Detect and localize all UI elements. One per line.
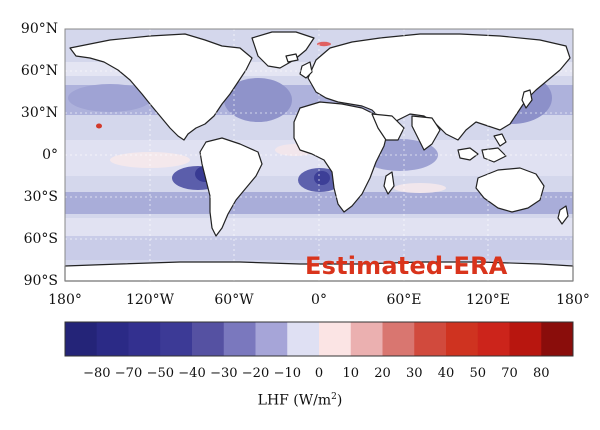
colorbar-title-exponent: 2 bbox=[331, 392, 337, 402]
greenland-land bbox=[251, 31, 315, 69]
colorbar-swatch bbox=[96, 322, 129, 356]
colorbar-swatch bbox=[477, 322, 510, 356]
colorbar-tick-label: 50 bbox=[469, 366, 487, 381]
arctic-hotspot bbox=[317, 41, 331, 47]
colorbar-tick-label: −70 bbox=[114, 366, 143, 381]
indian-light-patch bbox=[394, 183, 446, 193]
colorbar-swatch bbox=[160, 322, 193, 356]
colorbar-title-close: ) bbox=[336, 392, 343, 409]
lon-label-180w: 180° bbox=[48, 292, 82, 308]
iceland-land bbox=[285, 53, 299, 63]
colorbar-swatch bbox=[446, 322, 479, 356]
colorbar-tick-label: −40 bbox=[178, 366, 206, 381]
new-zealand-land bbox=[557, 205, 569, 225]
india-land bbox=[411, 115, 441, 151]
colorbar-swatch bbox=[414, 322, 447, 356]
colorbar-swatch bbox=[509, 322, 542, 356]
colorbar-tick-label: 0 bbox=[314, 366, 324, 381]
arabia-land bbox=[371, 113, 405, 141]
colorbar-swatch bbox=[382, 322, 415, 356]
lat-label-60n: 60°N bbox=[20, 63, 58, 79]
ocean-band-south-light bbox=[65, 218, 573, 236]
lat-label-30n: 30°N bbox=[20, 105, 58, 121]
colorbar bbox=[65, 322, 574, 356]
colorbar-tick-label: −10 bbox=[273, 366, 302, 381]
continents bbox=[64, 31, 574, 282]
dataset-label: Estimated-ERA bbox=[305, 252, 508, 280]
south-atlantic-deep-patch bbox=[314, 171, 330, 185]
lat-label-60s: 60°S bbox=[23, 231, 58, 247]
colorbar-tick-label: 30 bbox=[406, 366, 423, 381]
lon-label-0: 0° bbox=[311, 292, 327, 308]
north-america-land bbox=[69, 33, 253, 141]
ocean-band-south-mid bbox=[65, 192, 573, 214]
colorbar-tick-label: 80 bbox=[533, 366, 550, 381]
south-america-land bbox=[199, 137, 263, 237]
lon-label-60w: 60°W bbox=[214, 292, 254, 308]
africa-land bbox=[293, 101, 389, 213]
colorbar-tick-label: 70 bbox=[501, 366, 518, 381]
colorbar-frame bbox=[64, 321, 574, 357]
colorbar-tick-label: 20 bbox=[374, 366, 391, 381]
colorbar-swatch bbox=[255, 322, 288, 356]
lon-label-120w: 120°W bbox=[125, 292, 175, 308]
australia-land bbox=[475, 167, 545, 213]
lat-label-eq: 0° bbox=[42, 147, 58, 163]
graticule bbox=[65, 29, 573, 281]
lat-label-90n: 90°N bbox=[20, 21, 58, 37]
colorbar-swatch bbox=[319, 322, 352, 356]
colorbar-tick-label: −20 bbox=[241, 366, 270, 381]
map-frame bbox=[64, 28, 574, 282]
colorbar-swatch bbox=[350, 322, 383, 356]
colorbar-swatch bbox=[128, 322, 161, 356]
lat-label-90s: 90°S bbox=[23, 273, 58, 289]
colorbar-swatch bbox=[541, 322, 574, 356]
lon-label-60e: 60°E bbox=[386, 292, 422, 308]
colorbar-swatch bbox=[65, 322, 98, 356]
colorbar-tick-label: −30 bbox=[210, 366, 238, 381]
lon-label-180e: 180° bbox=[556, 292, 590, 308]
colorbar-swatch bbox=[223, 322, 256, 356]
colorbar-tick-label: −50 bbox=[146, 366, 175, 381]
north-pacific-patch bbox=[68, 84, 152, 112]
madagascar-land bbox=[383, 171, 395, 195]
japan-land bbox=[521, 89, 533, 109]
colorbar-tick-label: −80 bbox=[83, 366, 111, 381]
colorbar-title: LHF (W/m2) bbox=[200, 392, 400, 409]
map-panel bbox=[64, 28, 574, 282]
eurasia-land bbox=[307, 33, 571, 141]
uk-land bbox=[299, 61, 313, 79]
colorbar-swatch bbox=[192, 322, 225, 356]
colorbar-title-text: LHF (W/m bbox=[257, 392, 332, 409]
gulf-stream-patch bbox=[224, 78, 292, 122]
lon-label-120e: 120°E bbox=[466, 292, 510, 308]
colorbar-tick-label: 10 bbox=[342, 366, 360, 381]
lat-label-30s: 30°S bbox=[23, 189, 58, 205]
colorbar-tick-label: 40 bbox=[437, 366, 455, 381]
colorbar-swatch bbox=[287, 322, 320, 356]
hawaii-hotspot bbox=[96, 123, 102, 129]
